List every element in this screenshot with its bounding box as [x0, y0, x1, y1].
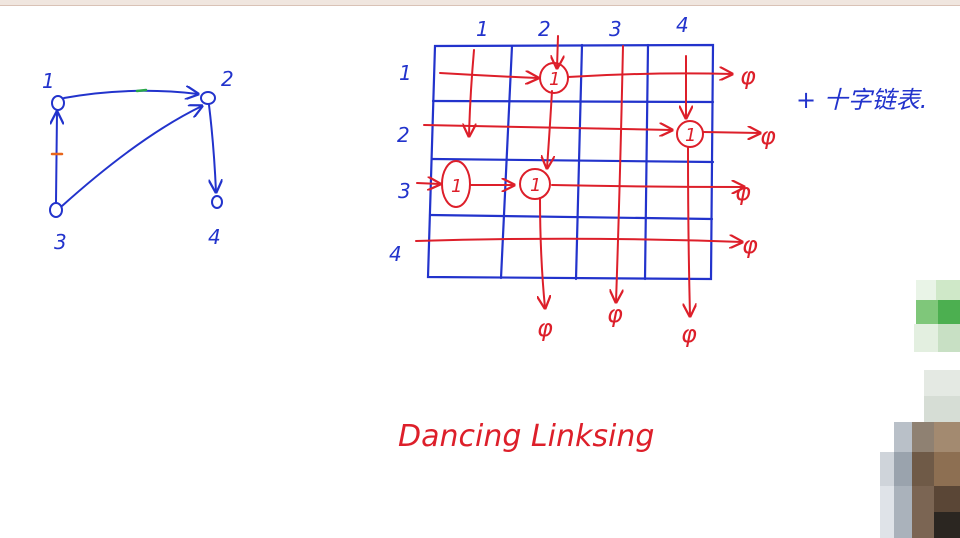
edge-2-to-4 [208, 104, 216, 192]
cross-linked-list-note: + 十字链表. [796, 86, 927, 114]
col-2-link-b [547, 90, 552, 168]
grid-col-line-3 [643, 43, 650, 281]
edge-3-to-1 [56, 112, 57, 203]
cell-node-r3-c2 [519, 168, 551, 200]
column-label-3: 3 [609, 17, 622, 41]
graph-node-1-label: 1 [42, 69, 55, 93]
null-row-1: φ [740, 62, 756, 90]
whiteboard-canvas: 1 2 3 4 1 2 3 4 1 2 3 4 [42, 13, 927, 454]
col-2-link-c [540, 197, 545, 308]
cell-value-r2-c4: 1 [685, 125, 696, 146]
grid-row-line-3 [428, 213, 714, 221]
row-1-link-b [567, 73, 732, 77]
grid-row-line-2 [430, 157, 715, 164]
row-2-link-b [702, 132, 760, 133]
row-label-2: 2 [397, 123, 410, 147]
null-row-2: φ [760, 122, 776, 150]
row-2-link-a [423, 125, 672, 130]
grid-col-line-2 [574, 43, 584, 281]
column-label-2: 2 [538, 17, 551, 41]
row-4-link [415, 239, 742, 242]
graph-node-4-label: 4 [208, 225, 221, 249]
row-label-4: 4 [389, 242, 402, 266]
graph-node-3-label: 3 [54, 230, 67, 254]
edge-3-to-2 [61, 106, 202, 207]
col-4-link-b [688, 147, 690, 316]
null-row-3: φ [735, 178, 751, 206]
null-col-4: φ [681, 320, 697, 348]
grid-col-line-1 [499, 44, 514, 280]
graph-node-1 [51, 95, 65, 111]
graph-node-2-label: 2 [221, 67, 234, 91]
column-label-1: 1 [476, 17, 489, 41]
col-1-link [469, 49, 474, 136]
cell-value-r3-c1: 1 [451, 176, 462, 197]
cell-value-r3-c2: 1 [530, 175, 541, 196]
row-3-link-c [551, 185, 744, 187]
graph-node-3 [49, 202, 63, 218]
webcam-overlay [880, 280, 960, 538]
dancing-links-title: Dancing Linksing [398, 419, 654, 454]
grid-border [426, 43, 715, 281]
row-label-1: 1 [399, 61, 412, 85]
column-label-4: 4 [676, 13, 689, 37]
row-1-link-a [439, 73, 538, 78]
grid-row-line-1 [431, 99, 715, 104]
directed-graph [49, 88, 223, 218]
edge-1-to-2 [63, 91, 198, 98]
cell-value-r1-c2: 1 [549, 69, 560, 90]
col-3-link [616, 45, 624, 302]
null-col-2: φ [537, 314, 553, 342]
null-col-3: φ [607, 300, 623, 328]
matrix-nodes [441, 62, 704, 208]
cell-node-r2-c4 [676, 120, 704, 148]
row-3-link-a [416, 183, 440, 184]
cell-node-r1-c2 [539, 62, 569, 94]
window-top-edge [0, 0, 960, 6]
null-row-4: φ [742, 231, 758, 259]
edge-mark-green [135, 88, 148, 93]
graph-node-2 [200, 91, 216, 105]
cell-node-r3-c1 [441, 160, 471, 208]
vertical-links [469, 35, 690, 316]
row-label-3: 3 [398, 179, 411, 203]
graph-node-4 [211, 195, 223, 209]
